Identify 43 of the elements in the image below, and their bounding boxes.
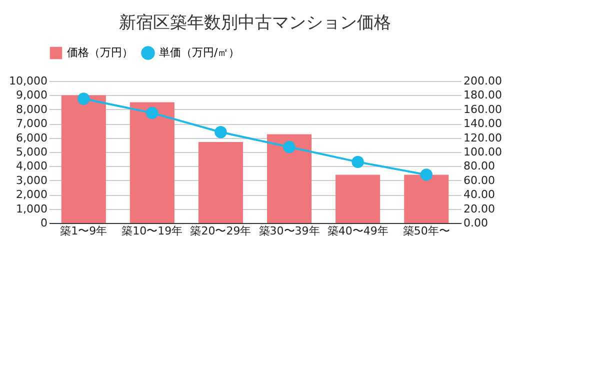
y2-tick-label: 80.00: [464, 160, 495, 173]
y-tick-label: 4,000: [16, 160, 48, 173]
bar: [61, 95, 106, 223]
bar: [336, 174, 380, 223]
y-tick-label: 1,000: [16, 202, 48, 216]
y-tick-label: 10,000: [9, 74, 48, 88]
x-tick-label: 築1〜9年: [60, 224, 108, 238]
y-tick-label: 8,000: [16, 102, 48, 116]
y2-tick-label: 140.00: [464, 117, 502, 130]
x-tick-label: 築20〜29年: [190, 224, 252, 238]
y2-tick-label: 120.00: [464, 131, 502, 144]
x-tick-label: 築30〜39年: [258, 224, 320, 238]
y2-tick-label: 160.00: [464, 102, 502, 116]
chart-title: 新宿区築年数別中古マンション価格: [119, 13, 391, 33]
bar: [198, 142, 244, 223]
bar: [130, 102, 174, 223]
y-tick-label: 6,000: [16, 131, 48, 144]
point: [420, 168, 433, 181]
y2-tick-label: 40.00: [464, 188, 495, 202]
y-tick-label: 5,000: [16, 146, 48, 158]
point: [352, 156, 364, 168]
x-tick-label: 築10〜19年: [122, 224, 183, 238]
point: [77, 92, 90, 105]
y2-tick-label: 180.00: [464, 88, 502, 102]
y-tick-label: 9,000: [16, 88, 48, 102]
y2-tick-label: 20.00: [464, 202, 495, 216]
bar: [404, 174, 449, 223]
legend-label: 単価（万円/㎡）: [159, 46, 240, 59]
point: [214, 126, 227, 138]
y-tick-label: 7,000: [16, 117, 48, 130]
bar: [266, 134, 312, 223]
y2-tick-label: 60.00: [464, 174, 495, 187]
legend-label: 価格（万円）: [67, 46, 133, 59]
y-tick-label: 3,000: [16, 174, 48, 187]
point: [283, 140, 296, 154]
x-tick-label: 築40〜49年: [327, 224, 388, 238]
y-tick-label: 2,000: [16, 188, 48, 202]
y2-tick-label: 100.00: [464, 146, 502, 158]
x-tick-label: 築50年〜: [402, 224, 450, 238]
point: [146, 106, 158, 120]
y2-tick-label: 200.00: [464, 74, 502, 88]
y2-tick-label: 0.00: [464, 216, 488, 230]
y-tick-label: 0: [40, 216, 48, 230]
